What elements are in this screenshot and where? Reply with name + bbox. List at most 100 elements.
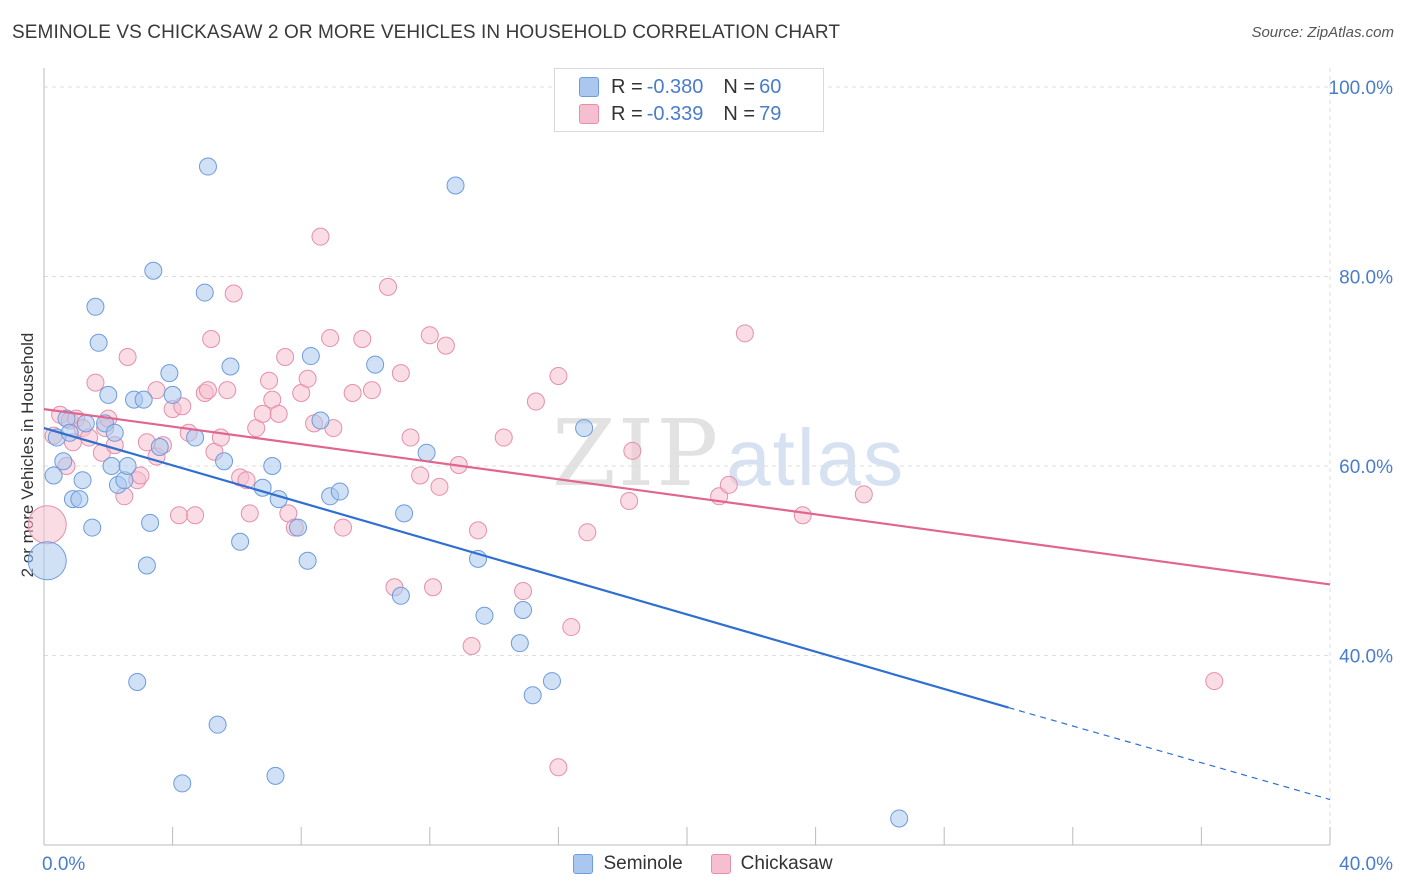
chickasaw-point	[735, 324, 754, 343]
x-tick-label: 40.0%	[1339, 854, 1393, 875]
n-label: N =	[723, 102, 756, 125]
r-value: -0.380	[646, 75, 704, 98]
legend-row-seminole: R = -0.380 N = 60	[579, 74, 781, 100]
seminole-point	[54, 452, 73, 471]
seminole-point	[215, 452, 234, 471]
seminole-point	[195, 283, 214, 302]
seminole-point	[890, 809, 909, 828]
seminole-point	[44, 466, 63, 485]
seminole-point	[137, 556, 156, 575]
chickasaw-point	[353, 330, 372, 349]
chickasaw-point	[170, 506, 189, 525]
n-value: 79	[759, 102, 782, 125]
seminole-point	[417, 443, 436, 462]
seminole-point	[150, 438, 169, 457]
chickasaw-point	[793, 506, 812, 525]
chickasaw-point	[202, 330, 221, 349]
seminole-point	[263, 456, 282, 475]
chickasaw-point	[276, 348, 295, 367]
seminole-point	[118, 456, 137, 475]
seminole-point	[99, 385, 118, 404]
seminole-point	[134, 390, 153, 409]
chickasaw-point	[240, 504, 259, 523]
r-value: -0.339	[646, 102, 704, 125]
chickasaw-point	[118, 348, 137, 367]
chickasaw-point	[549, 366, 568, 385]
series-legend: Seminole Chickasaw	[0, 850, 1406, 878]
legend-item-seminole: Seminole	[573, 853, 683, 875]
watermark-atlas: atlas	[726, 413, 906, 502]
chickasaw-point	[514, 582, 533, 601]
seminole-point	[76, 414, 95, 433]
seminole-point	[221, 357, 240, 376]
chickasaw-point	[401, 428, 420, 447]
legend-row-chickasaw: R = -0.339 N = 79	[579, 101, 781, 127]
chickasaw-point	[420, 326, 439, 345]
y-tick-label: 60.0%	[1339, 457, 1393, 478]
chickasaw-point	[379, 277, 398, 296]
chickasaw-swatch	[710, 854, 731, 874]
chickasaw-point	[198, 381, 217, 400]
axes	[43, 68, 1331, 846]
chickasaw-point	[253, 404, 272, 423]
legend-label-seminole: Seminole	[603, 853, 683, 874]
legend-item-chickasaw: Chickasaw	[710, 853, 833, 875]
seminole-point	[269, 490, 288, 509]
seminole-point	[89, 333, 108, 352]
seminole-point	[475, 606, 494, 625]
seminole-point	[105, 423, 124, 442]
trend-lines	[43, 408, 1331, 801]
chickasaw-trend-line	[43, 408, 1331, 586]
legend-label-chickasaw: Chickasaw	[740, 853, 833, 874]
chickasaw-point	[343, 384, 362, 403]
seminole-point	[391, 586, 410, 605]
seminole-point	[366, 355, 385, 374]
seminole-trend-line	[43, 427, 1009, 709]
chickasaw-point	[462, 637, 481, 656]
chickasaw-point	[526, 392, 545, 411]
chickasaw-point	[623, 441, 642, 460]
seminole-point	[395, 504, 414, 523]
seminole-point	[542, 672, 561, 691]
y-tick-label: 100.0%	[1329, 78, 1394, 99]
chickasaw-point	[311, 227, 330, 246]
r-label: R =	[611, 75, 643, 98]
chickasaw-points	[27, 227, 1224, 777]
chickasaw-point	[269, 404, 288, 423]
chickasaw-point	[321, 329, 340, 348]
seminole-point	[446, 176, 465, 195]
seminole-trend-extension	[1008, 707, 1331, 801]
chickasaw-point	[469, 521, 488, 540]
seminole-swatch	[579, 77, 599, 97]
seminole-point	[231, 532, 250, 551]
seminole-point	[141, 513, 160, 532]
seminole-point	[510, 634, 529, 653]
seminole-point	[208, 715, 227, 734]
chickasaw-point	[218, 381, 237, 400]
chickasaw-point	[86, 373, 105, 392]
seminole-point	[102, 456, 121, 475]
gridlines	[44, 68, 1331, 845]
chickasaw-point	[362, 381, 381, 400]
chickasaw-point	[620, 492, 639, 511]
seminole-point	[83, 518, 102, 537]
chickasaw-point	[578, 523, 597, 542]
chickasaw-point	[411, 466, 430, 485]
seminole-point	[27, 541, 67, 581]
n-value: 60	[759, 75, 782, 98]
seminole-point	[298, 551, 317, 570]
chickasaw-point	[1205, 672, 1224, 691]
chickasaw-point	[298, 369, 317, 388]
chickasaw-point	[333, 518, 352, 537]
seminole-point	[266, 766, 285, 785]
seminole-point	[160, 364, 179, 383]
chickasaw-point	[719, 475, 738, 494]
n-label: N =	[723, 75, 756, 98]
seminole-point	[86, 297, 105, 316]
chickasaw-point	[391, 364, 410, 383]
chickasaw-point	[260, 371, 279, 390]
chickasaw-point	[854, 485, 873, 504]
chickasaw-point	[549, 758, 568, 777]
chart-title: SEMINOLE VS CHICKASAW 2 OR MORE VEHICLES…	[12, 22, 841, 43]
